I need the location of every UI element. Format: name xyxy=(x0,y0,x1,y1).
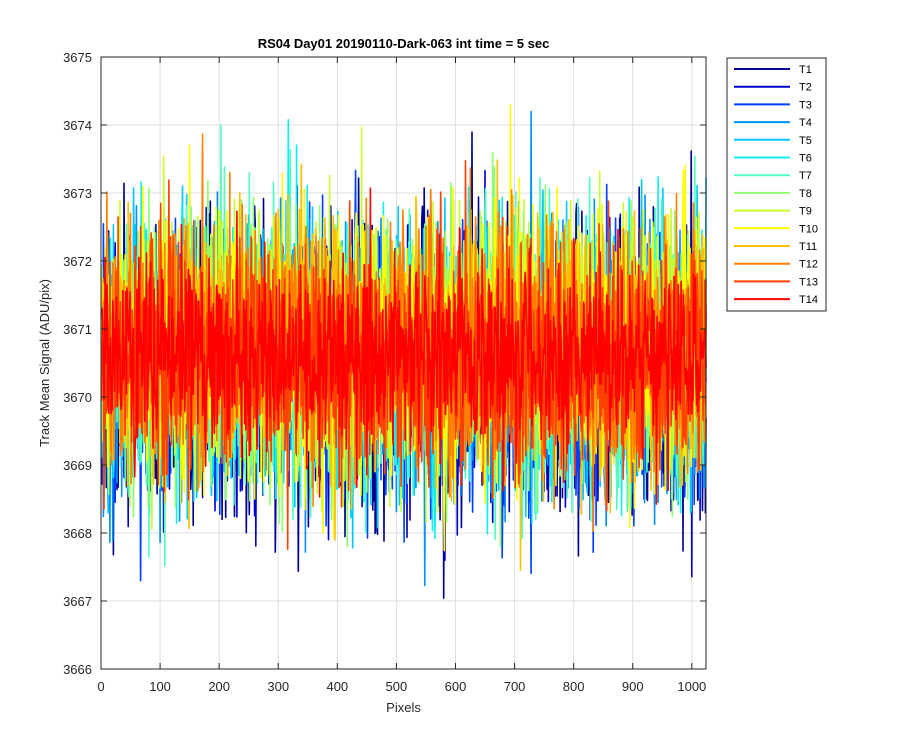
x-tick-label: 200 xyxy=(208,679,230,694)
y-tick-label: 3671 xyxy=(63,322,92,337)
chart-title: RS04 Day01 20190110-Dark-063 int time = … xyxy=(258,36,550,51)
legend-label-t11: T11 xyxy=(799,241,817,253)
series-line-t14 xyxy=(100,187,707,505)
x-tick-label: 300 xyxy=(267,679,289,694)
x-tick-label: 600 xyxy=(445,679,467,694)
legend-label-t5: T5 xyxy=(799,135,812,147)
legend: T1 T2 T3 T4 T5 T6 T7 T8 T9 T10 T11 T12 T13 T14 xyxy=(726,57,827,312)
y-tick-label: 3669 xyxy=(63,458,92,473)
y-tick-label: 3666 xyxy=(63,662,92,677)
x-tick-label: 900 xyxy=(622,679,644,694)
y-tick-label: 3673 xyxy=(63,186,92,201)
legend-label-t6: T6 xyxy=(799,153,812,165)
x-tick-label: 100 xyxy=(149,679,171,694)
x-axis-label: Pixels xyxy=(386,700,421,715)
x-tick-label: 800 xyxy=(563,679,585,694)
x-tick-label: 0 xyxy=(97,679,104,694)
plot-box xyxy=(100,56,707,670)
series-lines xyxy=(100,103,707,599)
y-tick-label: 3667 xyxy=(63,594,92,609)
legend-label-t2: T2 xyxy=(799,82,812,94)
legend-label-t7: T7 xyxy=(799,170,812,182)
legend-label-t10: T10 xyxy=(799,223,818,235)
y-tick-label: 3670 xyxy=(63,390,92,405)
legend-label-t12: T12 xyxy=(799,259,818,271)
axis-ticks: 0 100 200 300 400 500 600 700 800 900 1000 3666 3667… xyxy=(63,50,706,694)
y-tick-label: 3668 xyxy=(63,526,92,541)
legend-label-t9: T9 xyxy=(799,206,812,218)
legend-label-t14: T14 xyxy=(799,294,818,306)
legend-label-t8: T8 xyxy=(799,188,812,200)
legend-label-t13: T13 xyxy=(799,276,818,288)
y-tick-label: 3672 xyxy=(63,254,92,269)
legend-label-t4: T4 xyxy=(799,117,812,129)
x-tick-label: 700 xyxy=(504,679,526,694)
legend-label-t3: T3 xyxy=(799,99,812,111)
y-tick-label: 3675 xyxy=(63,50,92,65)
y-axis-label: Track Mean Signal (ADU/pix) xyxy=(37,279,52,447)
x-tick-label: 400 xyxy=(326,679,348,694)
x-tick-label: 500 xyxy=(386,679,408,694)
x-tick-label: 1000 xyxy=(677,679,706,694)
y-tick-label: 3674 xyxy=(63,118,92,133)
legend-label-t1: T1 xyxy=(799,64,812,76)
legend-box xyxy=(726,57,827,312)
